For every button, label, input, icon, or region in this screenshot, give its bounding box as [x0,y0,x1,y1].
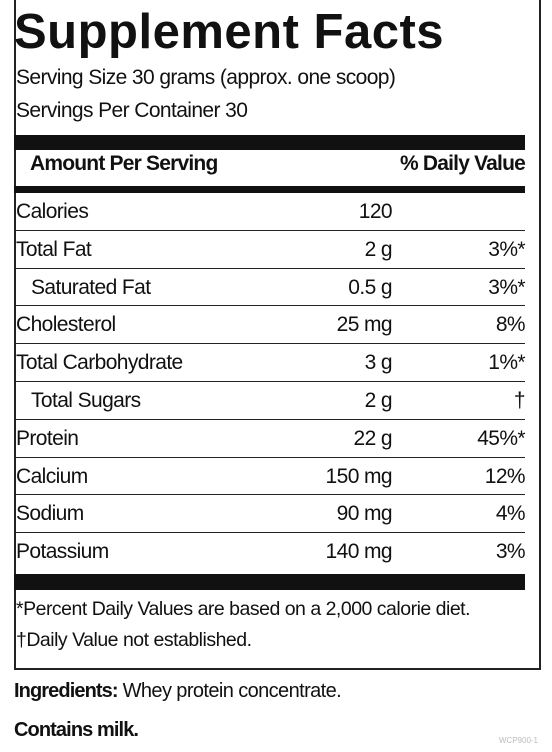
servings-per-container: Servings Per Container 30 [16,99,248,122]
daily-value: 1%* [488,351,525,375]
nutrient-amount: 2 g [364,237,393,261]
daily-value: 4% [495,502,526,526]
thick-bar [14,135,525,150]
nutrient-name: Sodium [16,502,84,526]
nutrient-name: Total Carbohydrate [16,351,183,375]
nutrient-amount: 0.5 g [348,275,392,299]
nutrient-row: Potassium 140 mg 3% [14,533,526,571]
code: WCP900-1 [498,736,538,745]
daily-value: 12% [484,464,526,488]
nutrient-row: Total Sugars 2 g † [14,382,526,420]
title: Supplement Facts [14,5,445,59]
nutrient-amount: 25 mg [336,313,393,337]
footnote: *Percent Daily Values are based on a 2,0… [16,598,471,620]
daily-value: 3%* [488,275,525,299]
nutrient-name: Protein [16,426,79,450]
nutrient-amount: 3 g [364,351,393,375]
nutrient-name: Calories [16,200,89,223]
thick-bar [14,574,525,590]
ingredients-text: Whey protein concentrate. [122,680,342,702]
daily-value: 45%* [477,426,525,450]
rule [14,186,525,193]
contains: Contains milk. [14,719,139,741]
daily-value: 3%* [488,237,525,261]
header-daily-value: % Daily Value [399,152,526,175]
ingredients: Ingredients: Whey protein concentrate. [14,680,342,703]
nutrient-amount: 140 mg [325,540,393,564]
nutrient-row: Calories 120 [14,193,525,231]
nutrient-row: Protein 22 g 45%* [14,420,526,458]
facts-box [14,0,541,670]
nutrient-row: Calcium 150 mg 12% [14,458,526,496]
nutrient-name: Potassium [16,540,109,564]
daily-value: 8% [495,313,526,337]
nutrient-name: Total Sugars [31,389,141,412]
nutrient-row: Total Carbohydrate 3 g 1%* [14,344,526,382]
serving-size: Serving Size 30 grams (approx. one scoop… [16,66,396,89]
footnote: †Daily Value not established. [16,629,252,651]
nutrient-amount: 120 [358,200,393,223]
nutrient-amount: 150 mg [325,464,393,488]
nutrient-amount: 22 g [353,426,393,450]
nutrient-row: Total Fat 2 g 3%* [14,231,526,269]
allergen: Contains milk. [14,719,139,742]
nutrient-name: Calcium [16,464,88,488]
daily-value: † [513,389,526,412]
nutrient-amount: 2 g [364,389,393,412]
header-amount: Amount Per Serving [30,152,218,175]
nutrient-row: Sodium 90 mg 4% [14,495,526,534]
nutrient-name: Total Fat [16,237,92,261]
nutrient-name: Cholesterol [16,313,116,337]
ingredients-label: Ingredients: [14,680,119,702]
nutrient-amount: 90 mg [336,502,393,526]
nutrient-row: Saturated Fat 0.5 g 3%* [14,269,526,307]
nutrient-name: Saturated Fat [31,275,151,299]
nutrient-row: Cholesterol 25 mg 8% [14,306,526,345]
daily-value: 3% [495,540,526,564]
